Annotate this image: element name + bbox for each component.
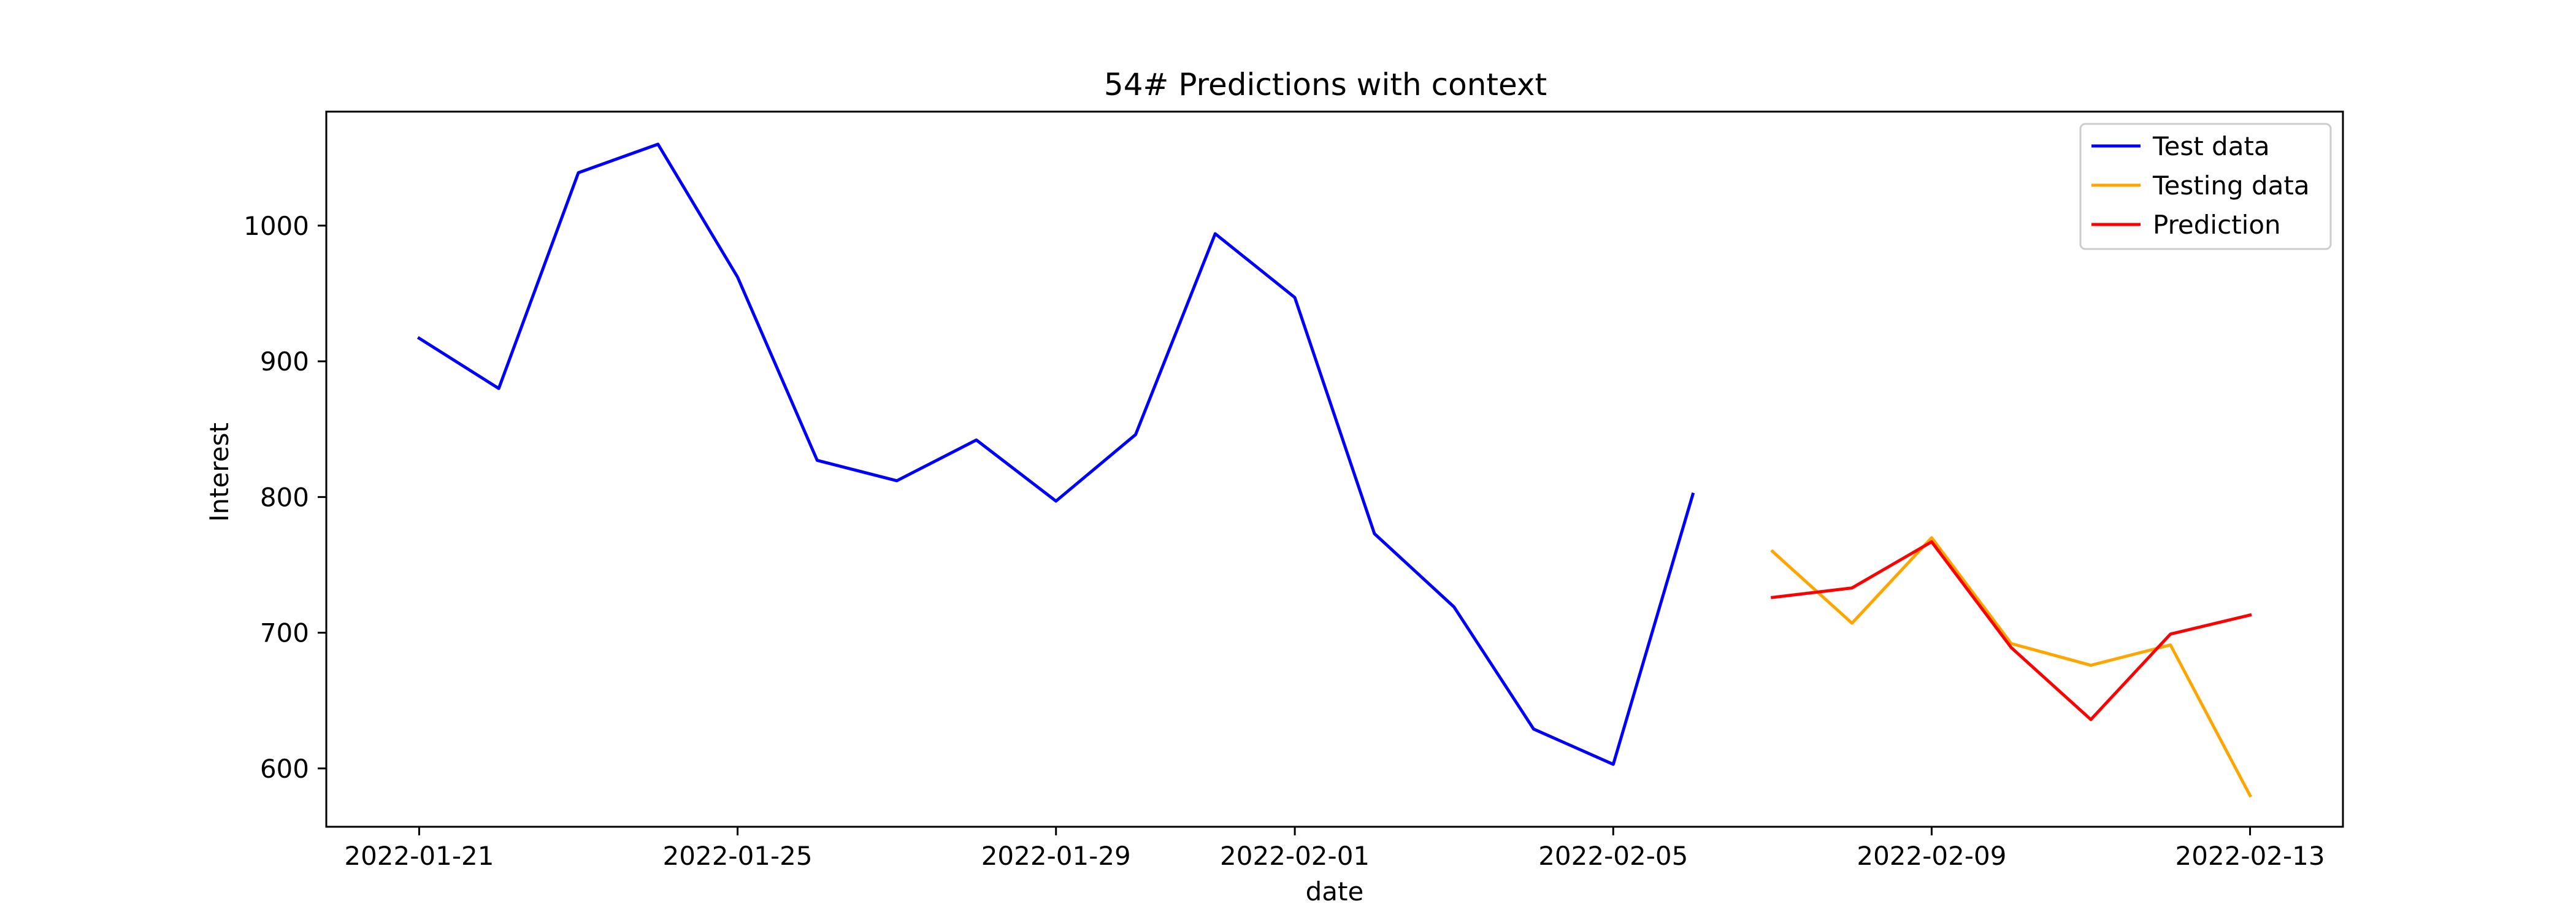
- series-layer: [416, 142, 2252, 798]
- legend-items: Test data Testing data Prediction: [2091, 131, 2310, 240]
- y-tick-label: 1000: [243, 211, 309, 241]
- y-tick-label: 800: [260, 482, 309, 512]
- x-tick-label: 2022-02-05: [1538, 841, 1688, 871]
- x-axis-label: date: [1306, 876, 1364, 907]
- x-axis: 2022-01-21 2022-01-25 2022-01-29 2022-02-01…: [344, 827, 2325, 871]
- legend-label-prediction: Prediction: [2153, 210, 2281, 240]
- x-tick-label: 2022-02-13: [2175, 841, 2325, 871]
- y-tick-label: 700: [260, 618, 309, 648]
- legend-label-test-data: Test data: [2152, 131, 2270, 161]
- legend-label-testing-data: Testing data: [2152, 171, 2310, 201]
- x-tick-label: 2022-01-29: [981, 841, 1131, 871]
- x-tick-label: 2022-02-09: [1857, 841, 2006, 871]
- plot-area: [325, 110, 2344, 828]
- y-tick-label: 600: [260, 754, 309, 784]
- legend: Test data Testing data Prediction: [2079, 123, 2332, 250]
- legend-box: [2079, 123, 2332, 250]
- x-tick-label: 2022-01-21: [344, 841, 494, 871]
- plot-frame: [325, 110, 2344, 828]
- x-tick-label: 2022-02-01: [1220, 841, 1370, 871]
- series-line-test-data: [416, 142, 1695, 766]
- series-line-testing-data: [1770, 536, 2252, 798]
- y-axis: 600 700 800 900 1000: [243, 211, 326, 784]
- y-tick-label: 900: [260, 347, 309, 377]
- y-axis-label: Interest: [204, 423, 234, 522]
- x-tick-label: 2022-01-25: [663, 841, 813, 871]
- chart-title: 54# Predictions with context: [1104, 67, 1547, 102]
- series-line-prediction: [1771, 540, 2252, 721]
